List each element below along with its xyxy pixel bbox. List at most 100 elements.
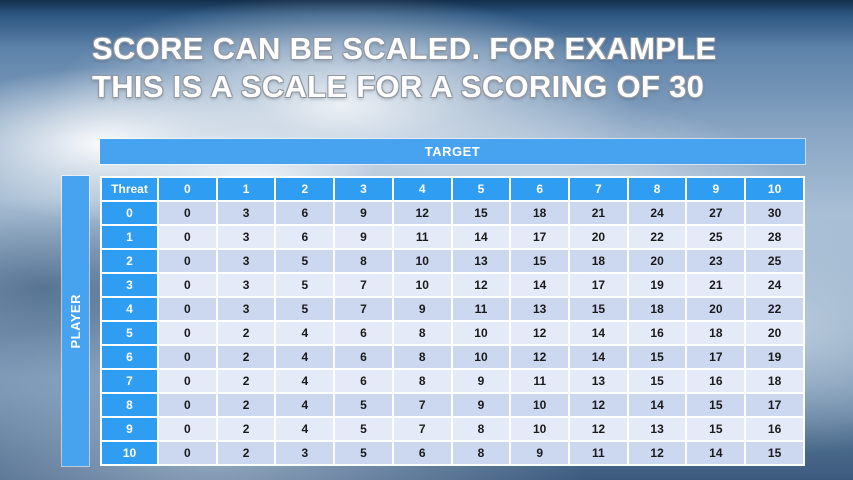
score-cell: 7 <box>393 394 451 416</box>
threat-row-header: 10 <box>102 442 157 464</box>
score-cell: 16 <box>628 322 686 344</box>
score-cell: 10 <box>393 250 451 272</box>
target-column-header: 8 <box>628 178 686 200</box>
score-cell: 8 <box>393 370 451 392</box>
score-cell: 3 <box>217 202 275 224</box>
score-cell: 20 <box>570 226 627 248</box>
threat-header: Threat <box>102 178 157 200</box>
score-cell: 16 <box>687 370 745 392</box>
score-cell: 8 <box>335 250 392 272</box>
threat-row-header: 2 <box>102 250 157 272</box>
threat-row-header: 6 <box>102 346 157 368</box>
score-cell: 0 <box>159 250 216 272</box>
threat-row-header: 9 <box>102 418 157 440</box>
threat-row-header: 5 <box>102 322 157 344</box>
slide-title: SCORE CAN BE SCALED. FOR EXAMPLE THIS IS… <box>92 30 812 106</box>
score-cell: 18 <box>511 202 569 224</box>
table-row: 6 0 2 4 6 8 10 12 14 15 17 19 <box>102 346 803 368</box>
score-cell: 2 <box>217 322 275 344</box>
score-cell: 14 <box>570 322 627 344</box>
score-cell: 15 <box>511 250 569 272</box>
threat-row-header: 1 <box>102 226 157 248</box>
table-row: 7 0 2 4 6 8 9 11 13 15 16 18 <box>102 370 803 392</box>
score-cell: 3 <box>217 298 275 320</box>
score-cell: 21 <box>570 202 627 224</box>
table-row: 1 0 3 6 9 11 14 17 20 22 25 28 <box>102 226 803 248</box>
score-cell: 20 <box>687 298 745 320</box>
score-cell: 4 <box>276 394 334 416</box>
score-cell: 8 <box>452 442 510 464</box>
score-cell: 11 <box>570 442 627 464</box>
score-cell: 5 <box>335 442 392 464</box>
target-column-header: 1 <box>217 178 275 200</box>
score-cell: 6 <box>335 370 392 392</box>
score-cell: 15 <box>628 370 686 392</box>
table-row: 8 0 2 4 5 7 9 10 12 14 15 17 <box>102 394 803 416</box>
score-cell: 0 <box>159 274 216 296</box>
score-cell: 3 <box>276 442 334 464</box>
score-cell: 8 <box>393 346 451 368</box>
score-cell: 0 <box>159 298 216 320</box>
score-cell: 18 <box>746 370 803 392</box>
score-cell: 21 <box>687 274 745 296</box>
score-cell: 14 <box>687 442 745 464</box>
table-row: 5 0 2 4 6 8 10 12 14 16 18 20 <box>102 322 803 344</box>
score-cell: 7 <box>335 274 392 296</box>
score-cell: 10 <box>452 322 510 344</box>
score-cell: 6 <box>276 202 334 224</box>
score-cell: 10 <box>393 274 451 296</box>
score-cell: 24 <box>746 274 803 296</box>
score-cell: 17 <box>746 394 803 416</box>
score-cell: 5 <box>335 394 392 416</box>
score-cell: 12 <box>511 346 569 368</box>
table-row: 10 0 2 3 5 6 8 9 11 12 14 15 <box>102 442 803 464</box>
score-cell: 2 <box>217 370 275 392</box>
score-cell: 2 <box>217 346 275 368</box>
score-cell: 12 <box>570 418 627 440</box>
score-cell: 7 <box>393 418 451 440</box>
score-cell: 15 <box>452 202 510 224</box>
score-cell: 0 <box>159 202 216 224</box>
score-cell: 20 <box>628 250 686 272</box>
player-label: PLAYER <box>68 293 83 349</box>
score-cell: 28 <box>746 226 803 248</box>
score-cell: 4 <box>276 370 334 392</box>
score-cell: 9 <box>393 298 451 320</box>
score-cell: 10 <box>452 346 510 368</box>
score-cell: 27 <box>687 202 745 224</box>
column-header-row: Threat 0 1 2 3 4 5 6 7 8 9 10 <box>102 178 803 200</box>
score-cell: 7 <box>335 298 392 320</box>
score-cell: 0 <box>159 346 216 368</box>
score-cell: 10 <box>511 418 569 440</box>
score-cell: 5 <box>276 250 334 272</box>
score-cell: 0 <box>159 322 216 344</box>
target-column-header: 10 <box>746 178 803 200</box>
score-cell: 25 <box>746 250 803 272</box>
score-cell: 11 <box>452 298 510 320</box>
table-row: 9 0 2 4 5 7 8 10 12 13 15 16 <box>102 418 803 440</box>
score-cell: 17 <box>687 346 745 368</box>
score-cell: 15 <box>687 418 745 440</box>
score-cell: 24 <box>628 202 686 224</box>
score-cell: 15 <box>687 394 745 416</box>
threat-row-header: 8 <box>102 394 157 416</box>
threat-row-header: 7 <box>102 370 157 392</box>
score-cell: 0 <box>159 370 216 392</box>
target-column-header: 2 <box>276 178 334 200</box>
score-cell: 14 <box>570 346 627 368</box>
score-cell: 20 <box>746 322 803 344</box>
score-cell: 6 <box>393 442 451 464</box>
score-cell: 5 <box>335 418 392 440</box>
target-column-header: 0 <box>159 178 216 200</box>
target-column-header: 5 <box>452 178 510 200</box>
score-cell: 22 <box>628 226 686 248</box>
score-cell: 19 <box>746 346 803 368</box>
target-column-header: 7 <box>570 178 627 200</box>
threat-row-header: 3 <box>102 274 157 296</box>
score-cell: 4 <box>276 418 334 440</box>
score-cell: 6 <box>276 226 334 248</box>
score-cell: 13 <box>628 418 686 440</box>
score-cell: 10 <box>511 394 569 416</box>
score-cell: 15 <box>746 442 803 464</box>
